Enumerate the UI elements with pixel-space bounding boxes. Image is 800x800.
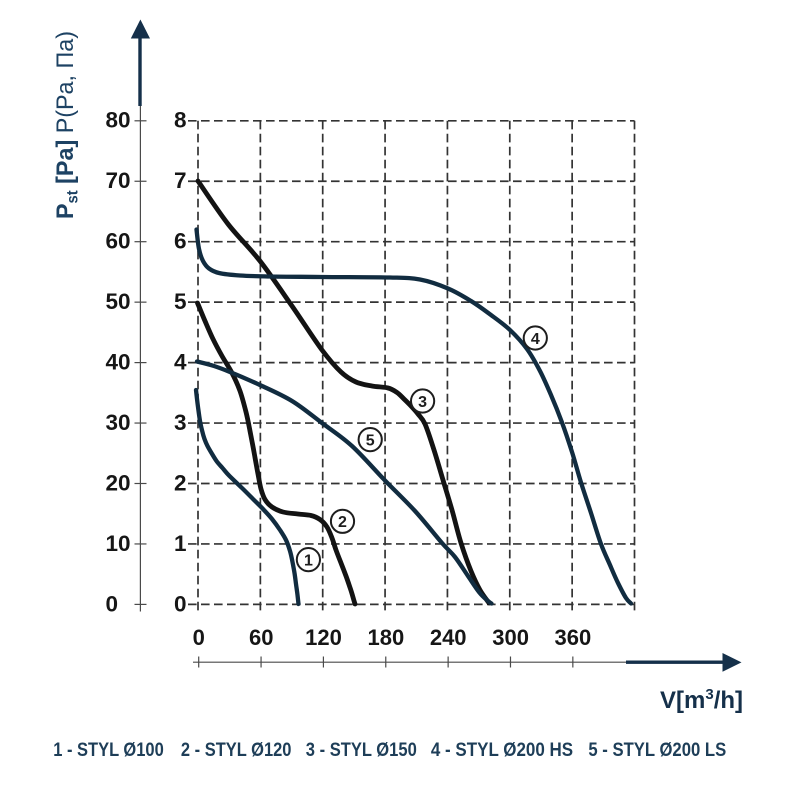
svg-text:180: 180 (368, 625, 405, 650)
svg-text:4: 4 (531, 331, 540, 348)
svg-text:5: 5 (366, 432, 375, 449)
svg-text:50: 50 (106, 289, 131, 314)
svg-text:80: 80 (106, 108, 131, 133)
svg-text:V[m3/h]: V[m3/h] (660, 686, 743, 714)
svg-text:360: 360 (555, 625, 592, 650)
svg-text:2 - STYL Ø120: 2 - STYL Ø120 (181, 740, 292, 761)
svg-text:40: 40 (106, 350, 131, 375)
svg-text:Pst [Pa] P(Pa, Пa): Pst [Pa] P(Pa, Пa) (52, 31, 82, 219)
svg-text:10: 10 (106, 531, 131, 556)
svg-text:4: 4 (174, 350, 187, 375)
svg-text:7: 7 (174, 168, 187, 193)
svg-text:0: 0 (193, 625, 205, 650)
svg-text:4 - STYL Ø200 HS: 4 - STYL Ø200 HS (431, 740, 573, 761)
svg-text:3 - STYL Ø150: 3 - STYL Ø150 (306, 740, 417, 761)
svg-text:5 - STYL Ø200 LS: 5 - STYL Ø200 LS (588, 740, 726, 761)
svg-text:3: 3 (174, 410, 187, 435)
svg-text:5: 5 (174, 289, 187, 314)
svg-text:1: 1 (304, 552, 313, 569)
svg-text:2: 2 (338, 514, 347, 531)
svg-text:1 - STYL Ø100: 1 - STYL Ø100 (53, 740, 164, 761)
svg-text:60: 60 (249, 625, 273, 650)
svg-text:6: 6 (174, 229, 187, 254)
svg-text:20: 20 (106, 470, 131, 495)
svg-text:70: 70 (106, 168, 131, 193)
svg-text:8: 8 (174, 108, 187, 133)
svg-text:300: 300 (492, 625, 529, 650)
svg-text:3: 3 (418, 394, 427, 411)
svg-text:60: 60 (106, 229, 131, 254)
svg-text:120: 120 (305, 625, 342, 650)
svg-text:30: 30 (106, 410, 131, 435)
svg-text:240: 240 (430, 625, 467, 650)
svg-text:0: 0 (174, 591, 187, 616)
svg-text:1: 1 (174, 531, 187, 556)
svg-text:2: 2 (174, 470, 187, 495)
svg-text:0: 0 (106, 591, 119, 616)
